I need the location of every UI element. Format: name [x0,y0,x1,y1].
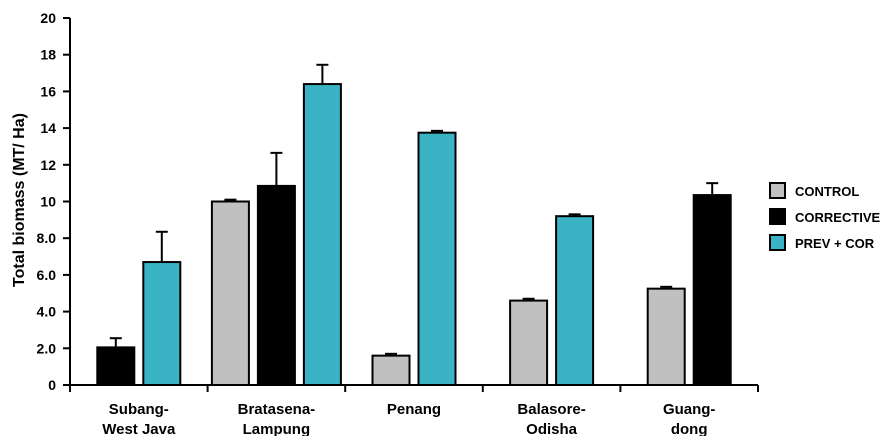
y-tick-label: 16 [40,83,56,99]
y-tick-label: 6.0 [37,267,57,283]
x-tick-label-line: Balasore- [517,401,585,418]
bar [417,131,457,386]
bar [555,215,595,386]
x-tick-label-line: Bratasena- [238,401,316,418]
bars [96,63,732,387]
legend-label: PREV + COR [795,236,875,251]
y-tick-label: 18 [40,47,56,63]
y-tick-label: 14 [40,120,56,136]
bar [302,83,342,386]
bar [371,354,411,387]
x-tick-label-line: Penang [387,401,441,418]
legend-label: CONTROL [795,184,859,199]
bar [646,287,686,387]
y-tick-label: 20 [40,10,56,26]
x-tick-label: Bratasena- Lampung [238,401,316,436]
x-tick-label-line: Lampung [243,421,311,436]
y-tick-label: 8.0 [37,230,57,246]
x-axis: Subang- West Java Bratasena- Lampung Penang B… [69,384,759,436]
bar [142,261,182,386]
legend-swatch [769,208,786,225]
bar [96,346,136,387]
x-tick-label: Penang [387,401,441,418]
y-tick-label: 4.0 [37,304,57,320]
bar [256,184,296,386]
x-tick-label-line: Guang- [663,401,716,418]
x-tick-label-line: Odisha [526,421,578,436]
bar [210,200,250,386]
bar [509,299,549,386]
legend-swatch [769,234,786,251]
legend: CONTROL CORRECTIVE PREV + COR [769,182,881,251]
x-tick-label: Subang- West Java [102,401,176,436]
y-tick-label: 10 [40,194,56,210]
legend-label: CORRECTIVE [795,210,881,225]
y-axis: 0 2.0 4.0 6.0 8.0 10 12 14 16 18 20 [37,10,71,393]
y-tick-label: 0 [48,377,56,393]
legend-swatch [769,182,786,199]
x-tick-label: Balasore- Odisha [517,401,585,436]
y-axis-label: Total biomass (MT/ Ha) [11,113,28,287]
x-tick-label-line: dong [671,421,708,436]
x-tick-label-line: Subang- [109,401,169,418]
y-tick-label: 12 [40,157,56,173]
x-tick-label: Guang-dong [663,401,716,436]
bar [692,194,732,386]
y-tick-label: 2.0 [37,340,57,356]
x-tick-label-line: West Java [102,421,176,436]
